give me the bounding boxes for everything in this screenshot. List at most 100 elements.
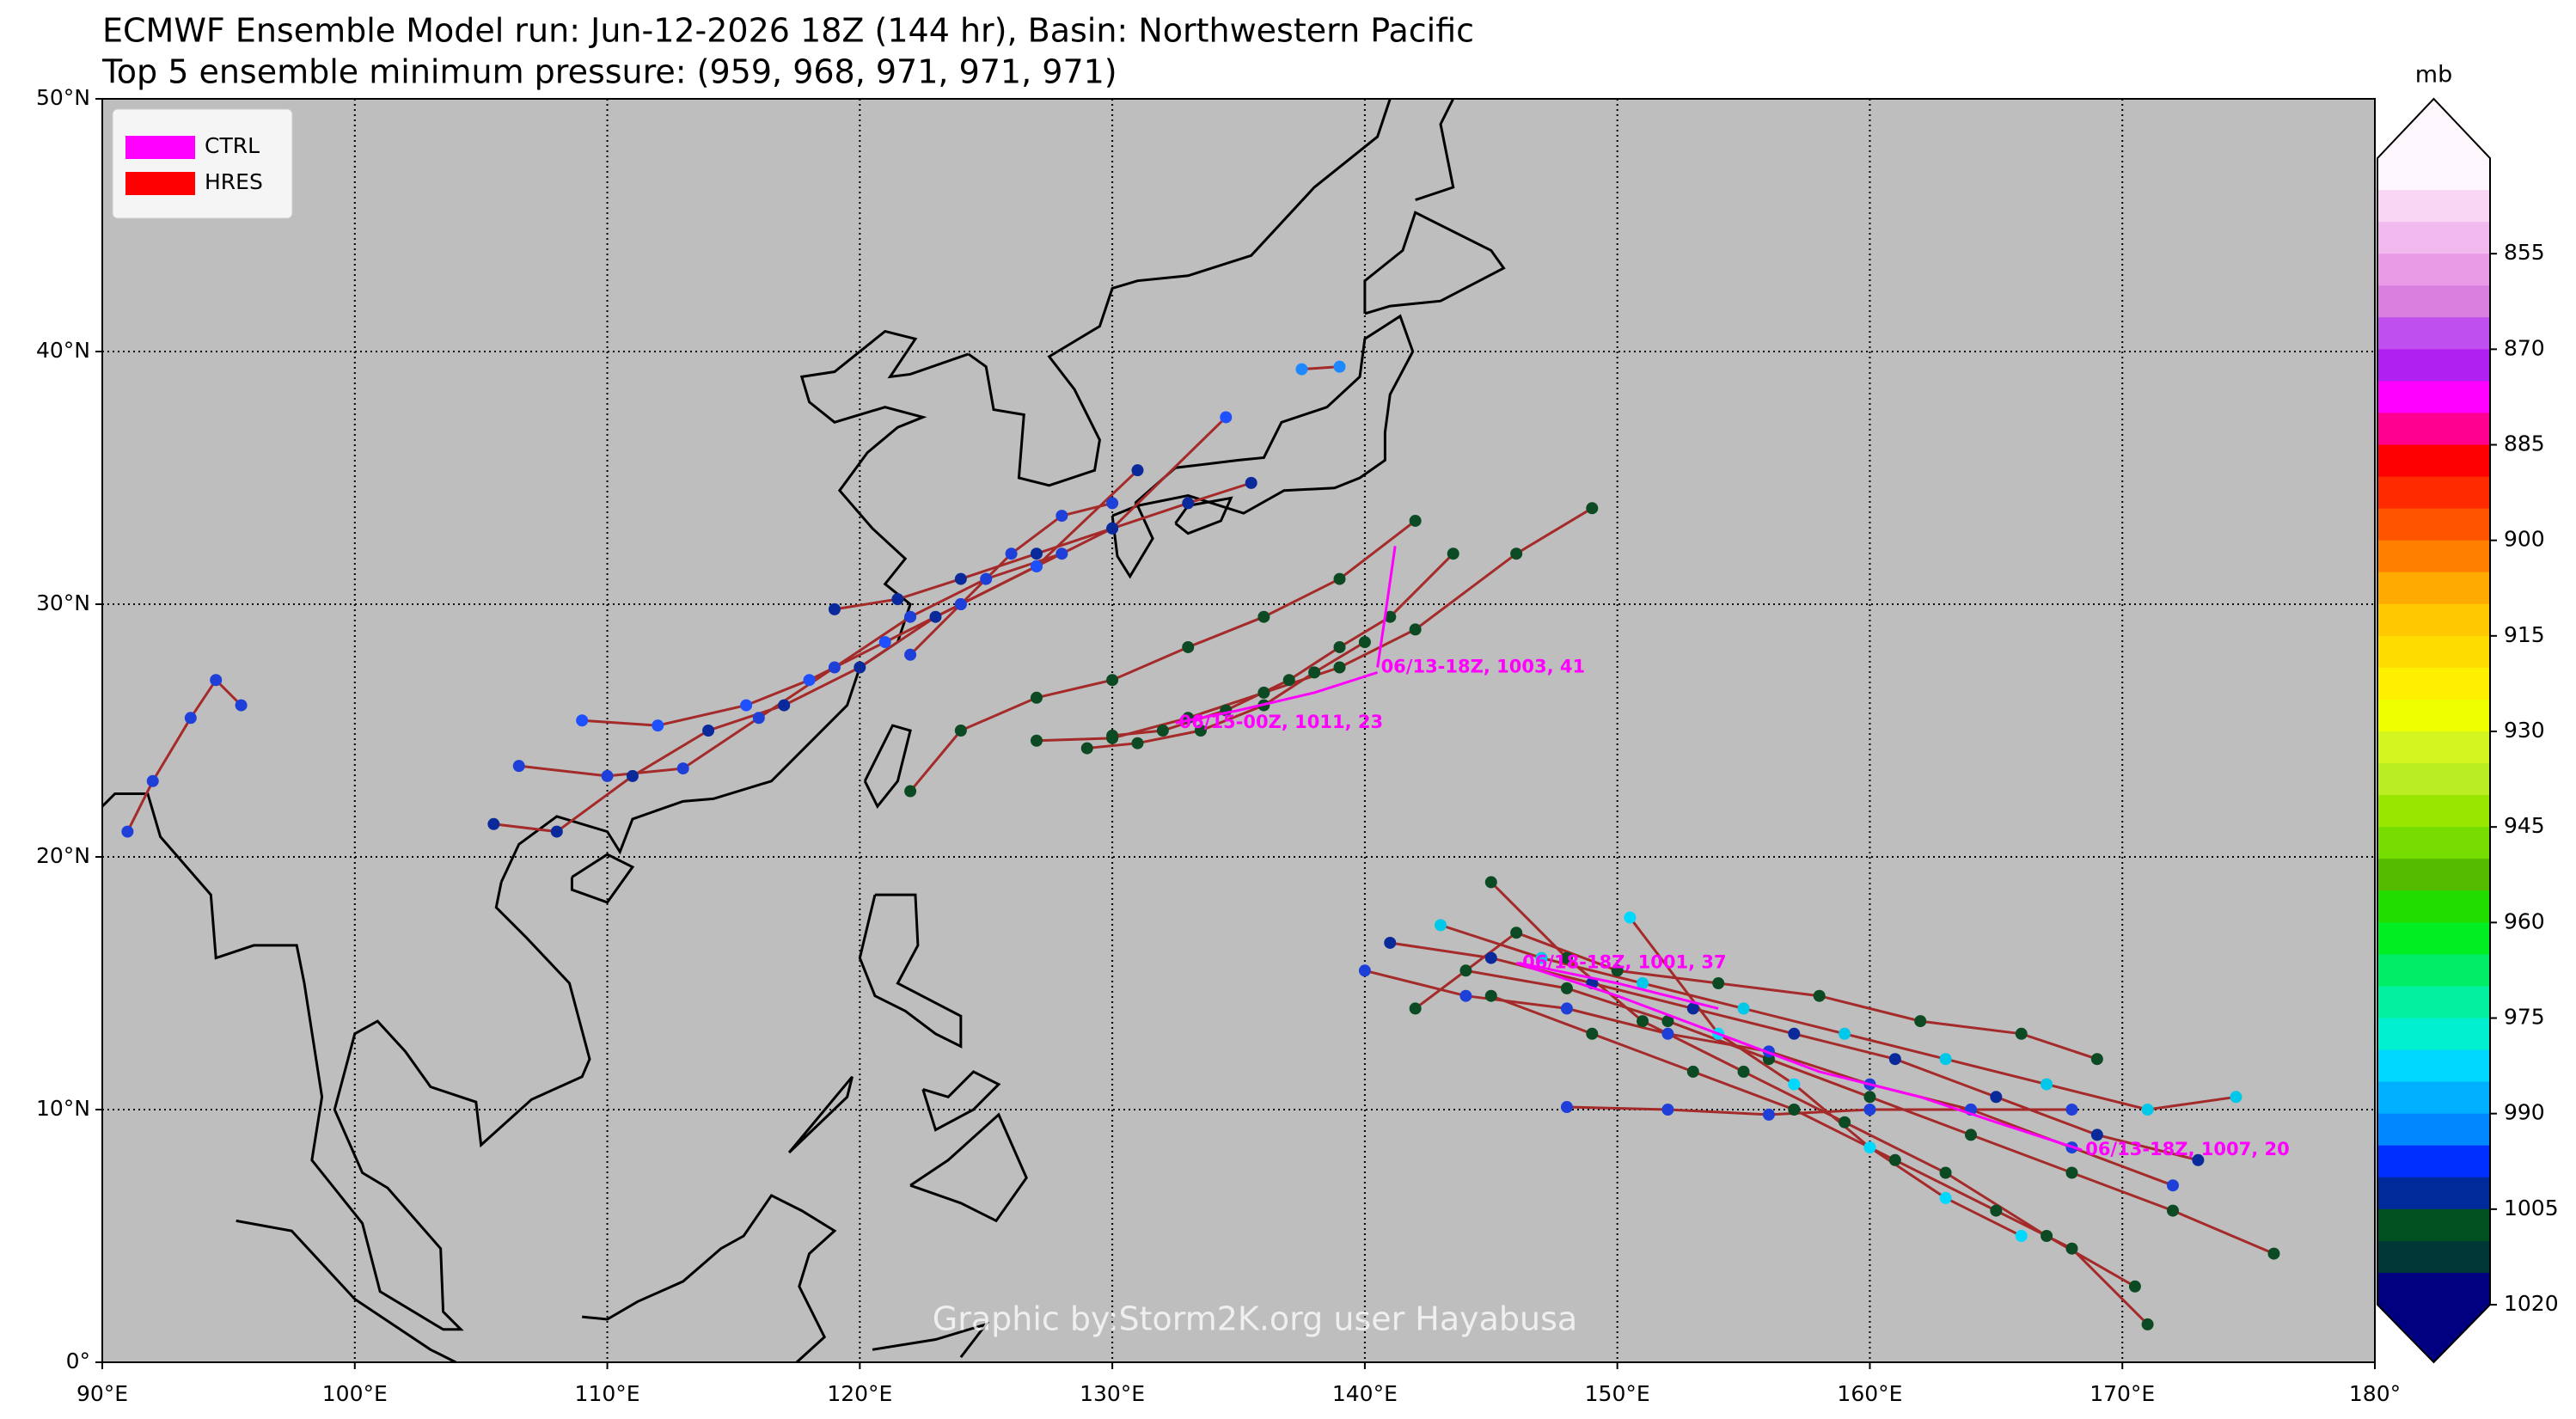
coastline: [570, 853, 635, 904]
track-point: [550, 825, 563, 838]
track-point: [1156, 725, 1169, 737]
coastline: [863, 724, 912, 809]
track-point: [1762, 1108, 1775, 1121]
track-point: [1333, 661, 1346, 674]
track-point: [1131, 464, 1144, 477]
track-point: [954, 725, 967, 737]
y-tick-label: 40°N: [36, 338, 90, 363]
track-point: [1435, 919, 1447, 932]
coastline: [101, 792, 591, 1331]
track-point: [2090, 1053, 2103, 1066]
track-point: [1182, 497, 1195, 510]
colorbar-tick-label: 1005: [2504, 1196, 2559, 1220]
y-tick-label: 30°N: [36, 590, 90, 615]
coastline: [872, 1322, 990, 1359]
colorbar-band: [2377, 1018, 2490, 1051]
colorbar-band: [2377, 1049, 2490, 1083]
track-point: [1459, 989, 1472, 1002]
track-point: [2230, 1091, 2243, 1104]
coastline: [499, 329, 970, 884]
credit: Graphic by:Storm2K.org user Hayabusa: [933, 1300, 1577, 1338]
track-point: [210, 674, 223, 687]
coastline: [967, 98, 1392, 487]
track-point: [1914, 1015, 1927, 1028]
track-point: [1661, 1015, 1674, 1028]
legend-label: CTRL: [205, 133, 260, 158]
track-point: [1030, 691, 1043, 704]
colorbar-band: [2377, 890, 2490, 923]
colorbar-unit: mb: [2415, 62, 2452, 89]
track-point: [1661, 1104, 1674, 1116]
track-point: [2065, 1104, 2078, 1116]
track-point: [1637, 1015, 1649, 1028]
track-point: [1333, 640, 1346, 653]
track-point: [1839, 1027, 1851, 1040]
track-point: [1586, 1027, 1599, 1040]
colorbar-tick-label: 930: [2504, 718, 2545, 743]
colorbar-band: [2377, 954, 2490, 987]
track-point: [1964, 1128, 1977, 1141]
colorbar-tick-label: 855: [2504, 240, 2545, 265]
colorbar-band: [2377, 603, 2490, 637]
track-point: [2166, 1179, 2179, 1192]
colorbar-band: [2377, 859, 2490, 891]
track-point: [146, 774, 159, 787]
track-point: [1257, 610, 1270, 623]
track-point: [1106, 497, 1119, 510]
title-line: Top 5 ensemble minimum pressure: (959, 9…: [101, 53, 1117, 91]
track-point: [1560, 1101, 1573, 1114]
colorbar-extension: [2377, 1305, 2490, 1362]
track-point: [1788, 1078, 1801, 1091]
colorbar-tick-label: 960: [2504, 908, 2545, 933]
track-point: [235, 699, 248, 712]
track-point: [1106, 729, 1119, 742]
track-point: [1409, 514, 1422, 527]
track-point: [1484, 876, 1497, 889]
track-point: [184, 712, 197, 725]
track-point: [2065, 1242, 2078, 1255]
track-point: [1686, 1002, 1699, 1015]
colorbar-band: [2377, 1145, 2490, 1178]
track-point: [752, 712, 765, 725]
track-point: [1384, 936, 1397, 949]
track-point: [954, 572, 967, 585]
colorbar-band: [2377, 986, 2490, 1018]
track-point: [1409, 623, 1422, 636]
tracks: 06/13-18Z, 1003, 41 06/15-00Z, 1011, 23 06…: [121, 360, 2290, 1330]
track-point: [2065, 1166, 2078, 1179]
track-point: [1005, 547, 1018, 560]
legend-label: HRES: [205, 169, 263, 194]
colorbar-extension: [2377, 99, 2490, 158]
coastline: [236, 1219, 456, 1364]
track-point: [904, 610, 917, 623]
track-point: [1939, 1053, 1952, 1066]
colorbar-band: [2377, 667, 2490, 700]
track-point: [1637, 977, 1649, 989]
colorbar-band: [2377, 381, 2490, 413]
y-tick-label: 0°: [66, 1349, 90, 1373]
colorbar-band: [2377, 731, 2490, 764]
track-point: [576, 714, 589, 727]
track-point: [2192, 1153, 2205, 1166]
coastline: [909, 1112, 1028, 1223]
y-tick-label: 10°N: [36, 1096, 90, 1121]
track-point: [2041, 1230, 2053, 1242]
track-point: [2141, 1318, 2154, 1330]
track-point: [2128, 1280, 2141, 1293]
colorbar-band: [2377, 413, 2490, 445]
track-point: [1888, 1053, 1901, 1066]
x-tick-label: 130°E: [1080, 1381, 1145, 1406]
track-point: [854, 661, 866, 674]
colorbar-tick-label: 975: [2504, 1005, 2545, 1030]
track-point: [1384, 610, 1397, 623]
track-point: [1560, 982, 1573, 994]
coastline: [582, 1194, 837, 1364]
colorbar-band: [2377, 349, 2490, 382]
track-point: [1863, 1141, 1876, 1154]
track-point: [1220, 411, 1233, 424]
track-point: [652, 719, 664, 732]
track-point: [1358, 636, 1371, 649]
ctrl-track-line: [1175, 670, 1379, 725]
colorbar-band: [2377, 158, 2490, 191]
track-point: [1106, 522, 1119, 535]
